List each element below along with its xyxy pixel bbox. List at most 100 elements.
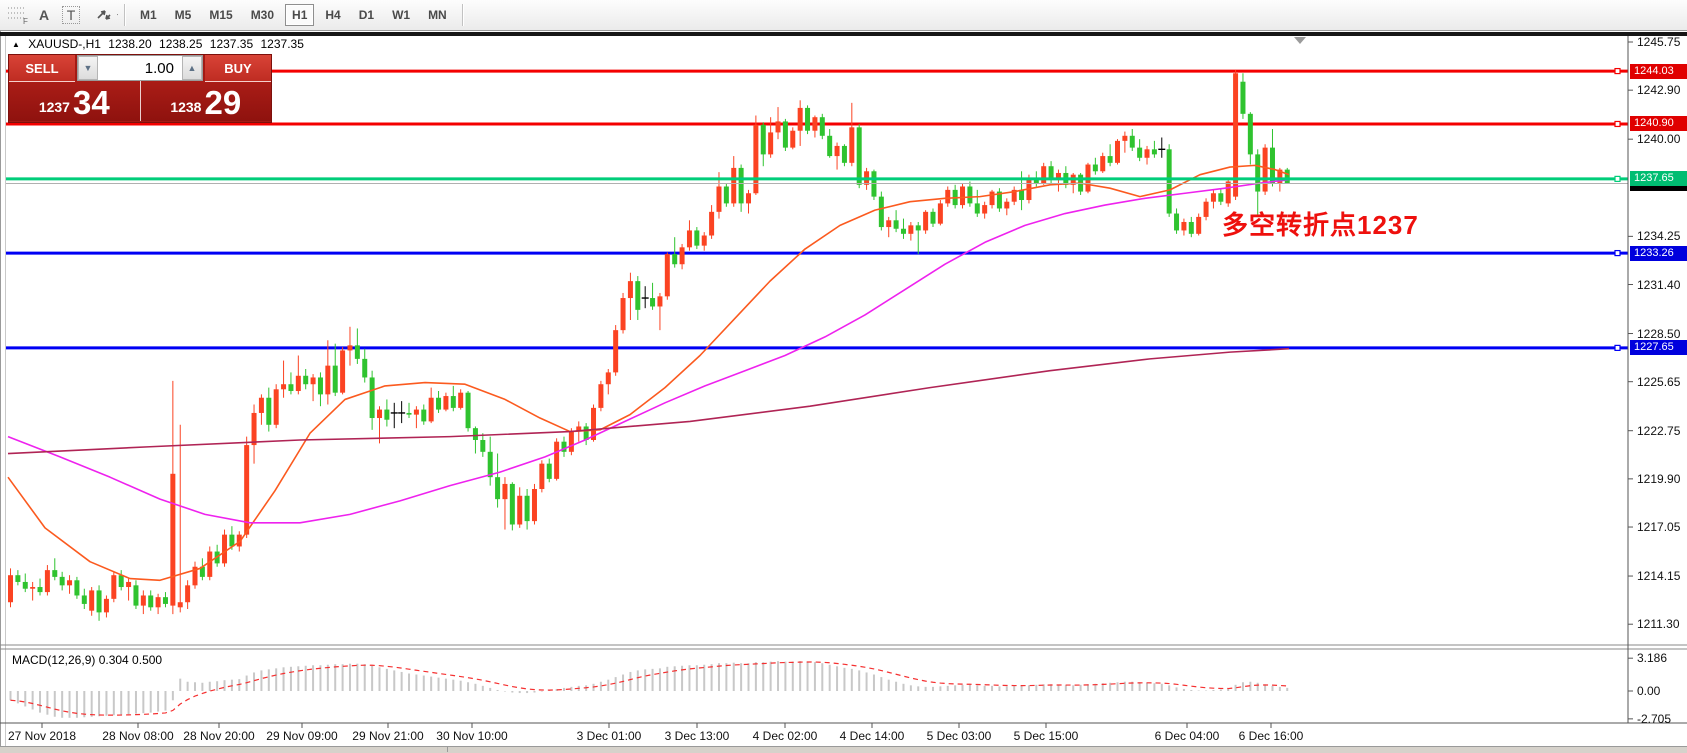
candle-body: [377, 409, 382, 419]
open-value: 1238.20: [108, 37, 152, 51]
candle-body: [605, 372, 611, 385]
timeframe-button-w1[interactable]: W1: [392, 8, 411, 22]
candle-body: [1247, 113, 1253, 155]
timeframe-button-d1[interactable]: D1: [358, 8, 375, 22]
candle-body: [746, 193, 751, 204]
volume-input[interactable]: [98, 56, 182, 80]
candle-body: [1100, 156, 1106, 172]
toolbar-separator-2: [461, 4, 463, 26]
price-axis-label: 1234.25: [1637, 229, 1681, 244]
sell-button[interactable]: SELL: [9, 55, 75, 82]
timeframe-button-mn[interactable]: MN: [428, 8, 447, 22]
price-tag-resistance-lower: 1240.90: [1630, 116, 1687, 132]
candle-body: [524, 495, 530, 522]
candle-body: [59, 576, 65, 586]
candle-body: [539, 463, 545, 490]
candle-body: [428, 397, 434, 422]
candle-body: [576, 426, 582, 432]
timeframe-button-m15[interactable]: M15: [209, 8, 233, 22]
buy-price[interactable]: 1238 29: [141, 81, 272, 121]
candle-body: [1004, 201, 1010, 209]
time-axis-label: 27 Nov 2018: [7, 729, 77, 743]
chart-top-border: [0, 32, 1687, 36]
candle-body: [472, 428, 478, 440]
candle-body: [753, 124, 759, 194]
candle-body: [37, 587, 43, 593]
candle-body: [295, 375, 301, 391]
macd-signal-line: [10, 661, 1288, 716]
candle-body: [1122, 135, 1128, 141]
candle-body: [74, 580, 80, 596]
candle-body: [856, 127, 862, 185]
candle-body: [1269, 147, 1275, 184]
candle-body: [1203, 201, 1209, 217]
candle-body: [878, 196, 884, 228]
candle-body: [1166, 149, 1172, 214]
timeframe-button-h4[interactable]: H4: [325, 8, 341, 22]
candle-body: [229, 534, 235, 547]
candle-body: [945, 189, 951, 204]
candle-body: [103, 598, 109, 613]
timeframe-button-m30[interactable]: M30: [250, 8, 275, 22]
candle-body: [672, 254, 678, 265]
candle-body: [620, 298, 626, 331]
candle-body: [236, 534, 242, 547]
candle-body: [1240, 81, 1246, 114]
candle-body: [1284, 169, 1290, 184]
candle-body: [982, 205, 988, 214]
time-axis-label: 29 Nov 21:00: [352, 729, 424, 743]
price-tag-resistance-upper: 1244.03: [1630, 63, 1687, 79]
volume-increase-button[interactable]: ▲: [182, 56, 202, 80]
candle-body: [1262, 147, 1268, 192]
timeframe-button-h1[interactable]: H1: [285, 4, 315, 26]
time-axis-label: 6 Dec 16:00: [1238, 729, 1304, 743]
candle-body: [22, 581, 28, 589]
price-axis-label: 1211.30: [1637, 617, 1680, 632]
candle-body: [709, 211, 715, 236]
candle-body: [310, 377, 316, 385]
candle-body: [487, 451, 493, 478]
candle-body: [908, 225, 914, 234]
timeframe-button-m5[interactable]: M5: [174, 8, 192, 22]
candle-body: [67, 580, 73, 586]
price-tag-pivot-line: 1237.65: [1630, 171, 1687, 187]
pane-left-border-inner: [5, 36, 6, 746]
candle-body: [185, 585, 191, 603]
candle-body: [258, 397, 264, 413]
text-label-icon[interactable]: T: [62, 6, 80, 24]
buy-button[interactable]: BUY: [205, 55, 271, 82]
candle-body: [133, 585, 139, 606]
timeframe-group: M1 M5 M15 M30 H1 H4 D1 W1 MN: [131, 4, 456, 26]
period-separators-icon[interactable]: F: [6, 4, 32, 26]
candle-body: [893, 220, 899, 229]
text-annotation-icon[interactable]: A: [38, 7, 50, 23]
candle-body: [1174, 213, 1180, 231]
candle-body: [52, 570, 58, 577]
candle-body: [251, 412, 257, 446]
cursor-tools-icon[interactable]: [92, 4, 118, 26]
candle-body: [871, 171, 877, 197]
candle-body: [731, 167, 737, 204]
candle-body: [923, 211, 929, 231]
price-tag-support-lower: 1227.65: [1630, 340, 1687, 356]
collapse-panel-icon[interactable]: ▲: [12, 40, 20, 49]
price-axis-label: 1219.90: [1637, 471, 1681, 486]
time-axis-label: 28 Nov 08:00: [102, 729, 174, 743]
chart-shift-marker[interactable]: [1294, 37, 1306, 44]
line-handle-pivot-line: [1614, 175, 1621, 182]
candle-body: [805, 107, 811, 131]
candle-body: [996, 191, 1002, 209]
time-axis-label: 5 Dec 03:00: [926, 729, 992, 743]
price-axis-label: 1242.90: [1637, 83, 1681, 98]
price-axis-label: 1225.65: [1637, 374, 1681, 389]
candle-body: [686, 230, 692, 248]
volume-decrease-button[interactable]: ▼: [78, 56, 98, 80]
line-handle-resistance-lower: [1614, 120, 1621, 128]
candle-body: [162, 597, 168, 604]
candle-body: [273, 389, 279, 425]
sell-price[interactable]: 1237 34: [9, 81, 141, 121]
timeframe-button-m1[interactable]: M1: [140, 8, 157, 22]
candle-body: [989, 191, 995, 206]
line-handle-resistance-upper: [1614, 67, 1621, 75]
